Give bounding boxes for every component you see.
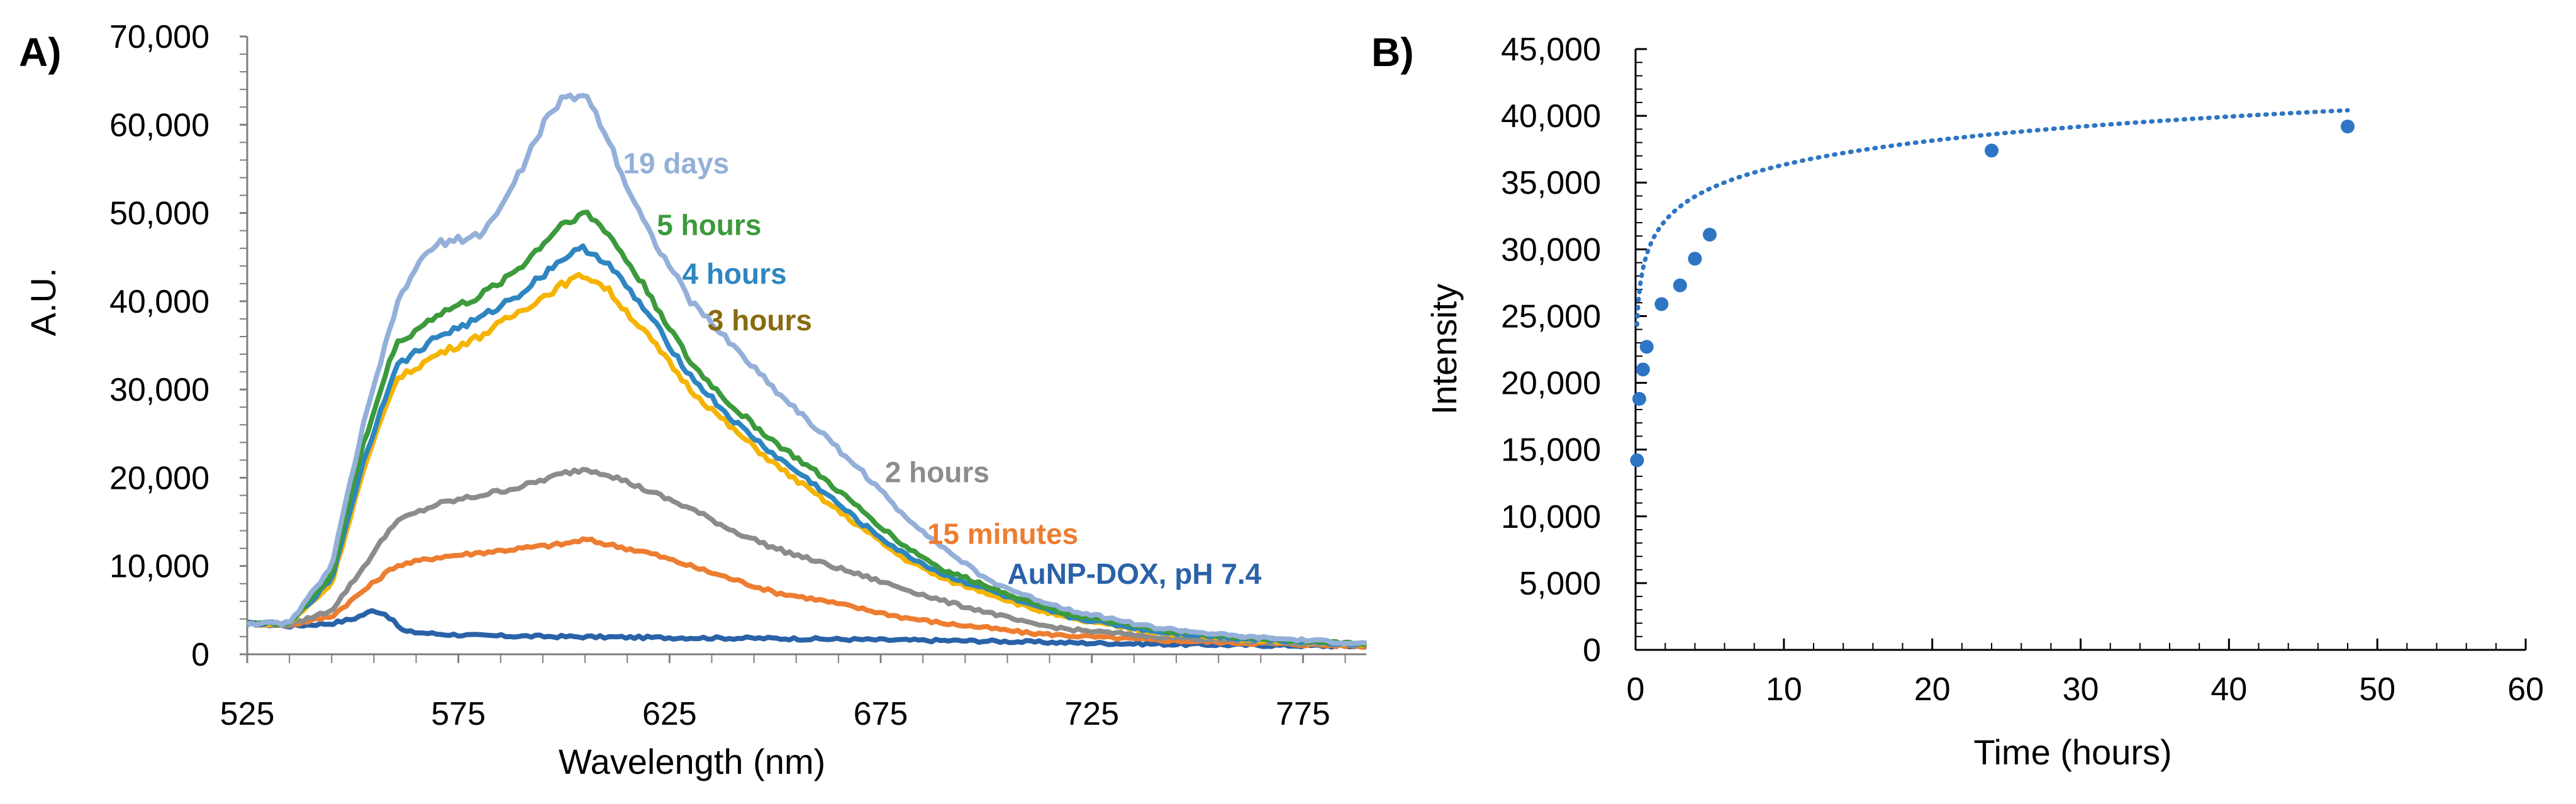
panel-b-y-tick-label: 15,000 — [1501, 432, 1601, 469]
panel-a-y-tick-label: 70,000 — [109, 19, 209, 55]
panel-a-x-tick-label: 525 — [220, 696, 275, 732]
panel-a-y-tick-label: 20,000 — [109, 460, 209, 496]
panel-a-y-tick-label: 10,000 — [109, 549, 209, 585]
panel-a-series-label: AuNP-DOX, pH 7.4 — [1007, 557, 1261, 590]
panel-b-data-point — [1632, 392, 1646, 406]
panel-a-series-line — [247, 92, 1367, 646]
panel-a-x-tick-label: 775 — [1276, 696, 1330, 732]
panel-a-x-axis-title: Wavelength (nm) — [559, 742, 825, 781]
panel-b-points — [1630, 120, 2355, 467]
panel-b-y-tick-label: 20,000 — [1501, 366, 1601, 402]
panel-b-x-tick-label: 0 — [1627, 671, 1645, 708]
panel-a-series-line — [246, 536, 1368, 650]
panel-a-series-label: 5 hours — [657, 209, 761, 242]
panel-b-data-point — [1636, 362, 1650, 377]
panel-a-spectra-chart: A) 0 10,000 20,000 30,000 40,000 50,000 60,000… — [19, 19, 1368, 781]
panel-b-intensity-chart: B) 0 5,000 10,000 15,000 20,000 25,000 30,000 3… — [1371, 30, 2544, 772]
panel-b-data-point — [1702, 227, 1717, 242]
panel-b-y-tick-label: 10,000 — [1501, 499, 1601, 535]
panel-b-data-point — [1688, 252, 1702, 266]
panel-b-y-tick-label: 25,000 — [1501, 298, 1601, 335]
panel-b-data-point — [1673, 278, 1687, 293]
panel-b-trendline-group — [1634, 108, 2350, 327]
panel-a-series — [246, 92, 1368, 650]
panel-a-series-label: 3 hours — [708, 304, 812, 337]
panel-b-trendline — [1634, 108, 2350, 327]
panel-a-y-tick-label: 60,000 — [109, 107, 209, 143]
panel-a-y-tick-label: 0 — [191, 637, 209, 673]
panel-a-series-label: 19 days — [623, 147, 729, 179]
panel-a-y-tick-label: 30,000 — [109, 372, 209, 408]
panel-b-x-tick-label: 40 — [2211, 671, 2247, 708]
panel-a-x-tick-label: 675 — [854, 696, 908, 732]
panel-b-y-tick-label: 40,000 — [1501, 98, 1601, 135]
panel-b-x-tick-label: 30 — [2063, 671, 2099, 708]
panel-b-y-tick-label: 35,000 — [1501, 165, 1601, 201]
panel-b-data-point — [1639, 340, 1654, 354]
panel-a-series-label: 2 hours — [885, 455, 990, 488]
panel-b-y-tick-label: 30,000 — [1501, 232, 1601, 268]
panel-b-y-axis-title: Intensity — [1424, 284, 1464, 415]
panel-a-series-label: 4 hours — [682, 257, 786, 290]
panel-a-series-line — [247, 467, 1367, 649]
panel-b-x-tick-label: 10 — [1766, 671, 1802, 708]
panel-a-x-tick-label: 725 — [1064, 696, 1119, 732]
panel-a-axes: 0 10,000 20,000 30,000 40,000 50,000 60,000 70,… — [109, 19, 1366, 732]
panel-a-series-labels: AuNP-DOX, pH 7.4 15 minutes 2 hours 3 hours… — [623, 147, 1261, 589]
panel-b-y-tick-label: 45,000 — [1501, 31, 1601, 68]
panel-a-series-label: 15 minutes — [927, 518, 1078, 550]
panel-b-y-tick-label: 0 — [1583, 632, 1601, 669]
panel-b-label: B) — [1371, 30, 1414, 75]
panel-b-x-tick-label: 50 — [2359, 671, 2395, 708]
panel-b-x-axis-title: Time (hours) — [1973, 732, 2172, 772]
panel-a-y-tick-label: 50,000 — [109, 196, 209, 232]
panel-b-data-point — [1985, 143, 1999, 158]
panel-a-label: A) — [19, 30, 62, 75]
panel-a-y-axis-title: A.U. — [23, 268, 63, 337]
panel-a-y-tick-label: 40,000 — [109, 284, 209, 320]
panel-b-x-tick-label: 20 — [1914, 671, 1951, 708]
panel-b-data-point — [1630, 453, 1644, 467]
panel-b-axes: 0 5,000 10,000 15,000 20,000 25,000 30,000 35,0… — [1501, 31, 2544, 708]
panel-b-x-tick-label: 60 — [2507, 671, 2544, 708]
panel-a-x-tick-label: 575 — [431, 696, 486, 732]
panel-b-data-point — [2341, 120, 2355, 134]
panel-b-y-tick-label: 5,000 — [1519, 566, 1601, 602]
panel-b-data-point — [1654, 297, 1669, 311]
panel-a-x-tick-label: 625 — [642, 696, 697, 732]
